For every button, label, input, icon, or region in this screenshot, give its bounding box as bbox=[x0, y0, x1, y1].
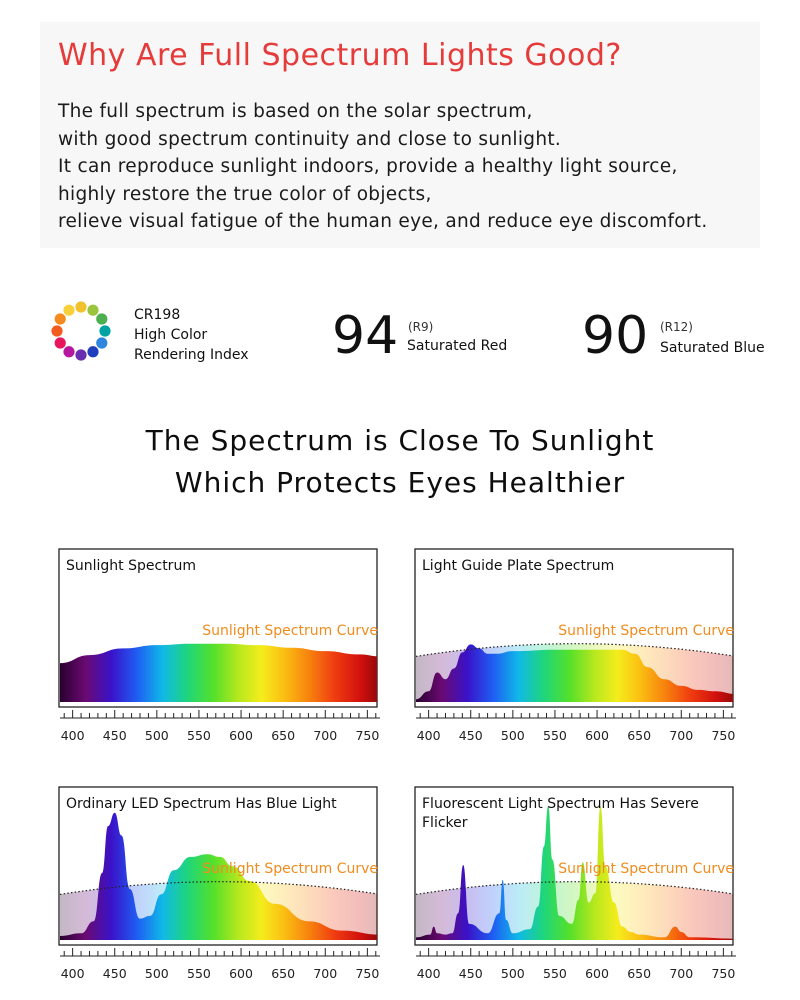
cri-value: CR198 bbox=[134, 307, 181, 323]
x-tick-label: 700 bbox=[669, 966, 693, 981]
intro-line: with good spectrum continuity and close … bbox=[58, 128, 562, 150]
x-tick-label: 750 bbox=[355, 966, 379, 981]
color-wheel-dot bbox=[87, 346, 99, 358]
r12-code: (R12) bbox=[660, 320, 693, 334]
x-tick-label: 500 bbox=[145, 966, 169, 981]
color-wheel-dot bbox=[87, 304, 99, 316]
curve-label: Sunlight Spectrum Curve bbox=[558, 861, 734, 877]
color-wheel-dot bbox=[99, 325, 111, 337]
headline-line-2: Which Protects Eyes Healthier bbox=[174, 466, 626, 499]
color-wheel-dot bbox=[51, 325, 63, 337]
x-tick-label: 500 bbox=[145, 728, 169, 743]
x-tick-label: 600 bbox=[229, 966, 253, 981]
light-guide-spectrum-chart: 400 450 500 550 600 650 700 750 bbox=[414, 548, 736, 743]
color-wheel-dot bbox=[63, 346, 75, 358]
intro-line: highly restore the true color of objects… bbox=[58, 183, 432, 205]
x-tick-label: 700 bbox=[313, 966, 337, 981]
x-tick-label: 600 bbox=[585, 966, 609, 981]
chart-title: Ordinary LED Spectrum Has Blue Light bbox=[66, 796, 337, 812]
x-tick-label: 450 bbox=[103, 966, 127, 981]
x-tick-label: 700 bbox=[313, 728, 337, 743]
cri-text: CR198 High Color Rendering Index bbox=[134, 305, 248, 365]
color-wheel-icon bbox=[51, 301, 111, 361]
stats-row: CR198 High Color Rendering Index 94 (R9)… bbox=[0, 290, 800, 380]
x-tick-label: 500 bbox=[501, 728, 525, 743]
x-tick-label: 400 bbox=[61, 728, 85, 743]
x-tick-label: 450 bbox=[103, 728, 127, 743]
chart-title: Light Guide Plate Spectrum bbox=[422, 558, 615, 574]
r9-value: 94 bbox=[332, 306, 399, 366]
chart-panel-led: 400 450 500 550 600 650 700 750 Ordinary LED Sp… bbox=[58, 786, 388, 986]
color-wheel-dot bbox=[96, 337, 108, 349]
sunlight-spectrum-chart: 400 450 500 550 600 650 700 750 bbox=[58, 548, 380, 743]
sunlight-spectrum-curve bbox=[415, 881, 733, 895]
x-tick-label: 750 bbox=[711, 966, 735, 981]
curve-label: Sunlight Spectrum Curve bbox=[202, 623, 378, 639]
r9-code: (R9) bbox=[408, 320, 434, 334]
color-wheel-dot bbox=[75, 349, 87, 361]
x-tick-label: 750 bbox=[711, 728, 735, 743]
spectrum-area bbox=[60, 812, 377, 940]
x-tick-label: 450 bbox=[459, 966, 483, 981]
cri-label-2: Rendering Index bbox=[134, 347, 249, 363]
sunlight-spectrum-curve bbox=[415, 643, 733, 657]
x-tick-label: 650 bbox=[627, 728, 651, 743]
x-tick-label: 400 bbox=[417, 728, 441, 743]
chart-panel-sunlight: 400 450 500 550 600 650 700 750 Sunlight Spectr… bbox=[58, 548, 388, 748]
chart-title: Sunlight Spectrum bbox=[66, 558, 196, 574]
x-tick-label: 600 bbox=[585, 728, 609, 743]
intro-text: The full spectrum is based on the solar … bbox=[58, 98, 708, 236]
color-wheel-dot bbox=[96, 313, 108, 325]
x-tick-label: 550 bbox=[187, 728, 211, 743]
x-tick-label: 550 bbox=[543, 728, 567, 743]
x-tick-label: 500 bbox=[501, 966, 525, 981]
x-tick-label: 650 bbox=[271, 966, 295, 981]
led-spectrum-chart: 400 450 500 550 600 650 700 750 bbox=[58, 786, 380, 981]
x-tick-label: 400 bbox=[417, 966, 441, 981]
headline-line-1: The Spectrum is Close To Sunlight bbox=[145, 424, 655, 457]
intro-line: relieve visual fatigue of the human eye,… bbox=[58, 211, 708, 232]
spectrum-area bbox=[416, 644, 733, 702]
color-wheel-dot bbox=[54, 313, 66, 325]
color-wheel-dot bbox=[75, 301, 87, 313]
page-title: Why Are Full Spectrum Lights Good? bbox=[58, 38, 622, 73]
fluorescent-spectrum-chart: 400 450 500 550 600 650 700 750 bbox=[414, 786, 736, 981]
r12-label: Saturated Blue bbox=[660, 340, 765, 356]
x-tick-label: 650 bbox=[627, 966, 651, 981]
x-tick-label: 700 bbox=[669, 728, 693, 743]
cri-label-1: High Color bbox=[134, 327, 208, 343]
x-tick-label: 550 bbox=[187, 966, 211, 981]
r12-value: 90 bbox=[582, 306, 649, 366]
section-headline: The Spectrum is Close To Sunlight Which … bbox=[0, 420, 800, 504]
x-tick-label: 750 bbox=[355, 728, 379, 743]
chart-panel-fluorescent: 400 450 500 550 600 650 700 750 Fluorescent Lig… bbox=[414, 786, 744, 986]
color-wheel-dot bbox=[63, 304, 75, 316]
spectrum-area bbox=[60, 643, 377, 702]
chart-title: Fluorescent Light Spectrum Has Severe Fl… bbox=[422, 796, 699, 831]
color-wheel-dot bbox=[54, 337, 66, 349]
x-tick-label: 450 bbox=[459, 728, 483, 743]
sunlight-spectrum-curve bbox=[59, 881, 377, 895]
curve-label: Sunlight Spectrum Curve bbox=[202, 861, 378, 877]
curve-label: Sunlight Spectrum Curve bbox=[558, 623, 734, 639]
x-tick-label: 550 bbox=[543, 966, 567, 981]
r9-label: Saturated Red bbox=[407, 338, 508, 354]
x-tick-label: 600 bbox=[229, 728, 253, 743]
intro-line: It can reproduce sunlight indoors, provi… bbox=[58, 156, 678, 177]
x-tick-label: 650 bbox=[271, 728, 295, 743]
x-tick-label: 400 bbox=[61, 966, 85, 981]
intro-line: The full spectrum is based on the solar … bbox=[58, 101, 533, 122]
chart-panel-light-guide: 400 450 500 550 600 650 700 750 Light Guide Pla… bbox=[414, 548, 744, 748]
intro-panel: Why Are Full Spectrum Lights Good? The f… bbox=[40, 22, 760, 248]
